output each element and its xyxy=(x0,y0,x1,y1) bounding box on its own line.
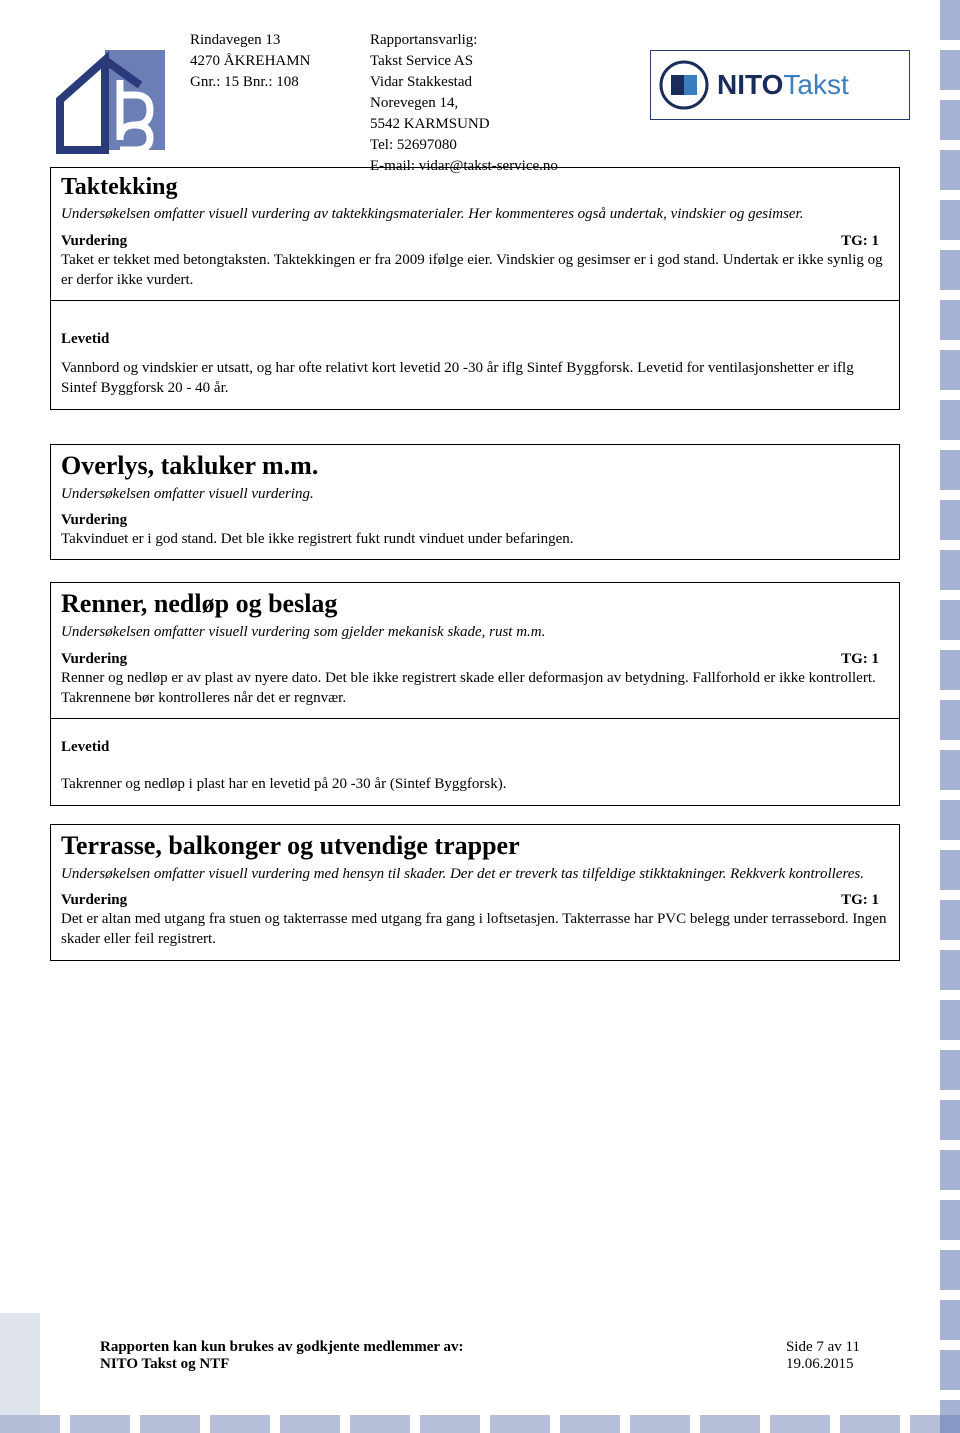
section-renner: Renner, nedløp og beslag Undersøkelsen o… xyxy=(50,582,900,719)
renner-levetid-label: Levetid xyxy=(61,739,889,756)
nito-logo-box: NITOTakst xyxy=(650,50,910,120)
responsible-tel: Tel: 52697080 xyxy=(370,135,610,156)
nito-part1: NITO xyxy=(717,69,783,100)
page-footer: Rapporten kan kun brukes av godkjente me… xyxy=(100,1339,860,1373)
header-address: Rindavegen 13 4270 ÅKREHAMN Gnr.: 15 Bnr… xyxy=(190,30,370,93)
terrasse-title: Terrasse, balkonger og utvendige trapper xyxy=(61,831,889,861)
renner-levetid-box: Levetid Takrenner og nedløp i plast har … xyxy=(50,719,900,805)
taktekking-levetid-text: Vannbord og vindskier er utsatt, og har … xyxy=(61,358,889,399)
terrasse-tg: TG: 1 xyxy=(841,892,879,909)
section-taktekking: Taktekking Undersøkelsen omfatter visuel… xyxy=(50,167,900,301)
section-overlys: Overlys, takluker m.m. Undersøkelsen omf… xyxy=(50,444,900,561)
address-line3: Gnr.: 15 Bnr.: 108 xyxy=(190,72,370,93)
taktekking-title: Taktekking xyxy=(61,174,889,201)
taktekking-vurdering-label: Vurdering xyxy=(61,233,889,250)
nito-part2: Takst xyxy=(783,69,848,100)
footer-date: 19.06.2015 xyxy=(786,1356,860,1373)
overlys-vurdering-label: Vurdering xyxy=(61,512,889,529)
terrasse-desc: Undersøkelsen omfatter visuell vurdering… xyxy=(61,865,889,885)
renner-vurdering-text: Renner og nedløp er av plast av nyere da… xyxy=(61,668,889,709)
document-header: Rindavegen 13 4270 ÅKREHAMN Gnr.: 15 Bnr… xyxy=(50,30,900,177)
renner-tg: TG: 1 xyxy=(841,651,879,668)
responsible-person: Vidar Stakkestad xyxy=(370,72,610,93)
address-line2: 4270 ÅKREHAMN xyxy=(190,51,370,72)
footer-left: Rapporten kan kun brukes av godkjente me… xyxy=(100,1339,464,1373)
responsible-street: Norevegen 14, xyxy=(370,93,610,114)
nito-icon xyxy=(659,60,709,110)
renner-levetid-text: Takrenner og nedløp i plast har en levet… xyxy=(61,774,889,794)
terrasse-vurdering-label: Vurdering xyxy=(61,892,889,909)
address-line1: Rindavegen 13 xyxy=(190,30,370,51)
renner-desc: Undersøkelsen omfatter visuell vurdering… xyxy=(61,623,889,643)
header-responsible: Rapportansvarlig: Takst Service AS Vidar… xyxy=(370,30,610,177)
footer-page: Side 7 av 11 xyxy=(786,1339,860,1356)
decoration-right xyxy=(940,0,960,1433)
renner-title: Renner, nedløp og beslag xyxy=(61,589,889,619)
footer-line2: NITO Takst og NTF xyxy=(100,1356,464,1373)
responsible-company: Takst Service AS xyxy=(370,51,610,72)
taktekking-vurdering-text: Taket er tekket med betongtaksten. Takte… xyxy=(61,250,889,291)
taktekking-tg: TG: 1 xyxy=(841,233,879,250)
taktekking-levetid-label: Levetid xyxy=(61,331,889,348)
decoration-bottom xyxy=(0,1415,960,1433)
overlys-title: Overlys, takluker m.m. xyxy=(61,451,889,481)
section-terrasse: Terrasse, balkonger og utvendige trapper… xyxy=(50,824,900,961)
taktekking-desc: Undersøkelsen omfatter visuell vurdering… xyxy=(61,205,889,225)
responsible-label: Rapportansvarlig: xyxy=(370,30,610,51)
footer-right: Side 7 av 11 19.06.2015 xyxy=(786,1339,860,1373)
terrasse-vurdering-text: Det er altan med utgang fra stuen og tak… xyxy=(61,909,889,950)
overlys-desc: Undersøkelsen omfatter visuell vurdering… xyxy=(61,485,889,505)
overlys-vurdering-text: Takvinduet er i god stand. Det ble ikke … xyxy=(61,529,889,549)
nito-text: NITOTakst xyxy=(717,69,849,101)
decoration-bottom-left xyxy=(0,1313,40,1433)
taktekking-levetid-box: Levetid Vannbord og vindskier er utsatt,… xyxy=(50,301,900,410)
responsible-city: 5542 KARMSUND xyxy=(370,114,610,135)
company-logo-left xyxy=(50,30,170,160)
renner-vurdering-label: Vurdering xyxy=(61,651,889,668)
footer-line1: Rapporten kan kun brukes av godkjente me… xyxy=(100,1339,464,1356)
